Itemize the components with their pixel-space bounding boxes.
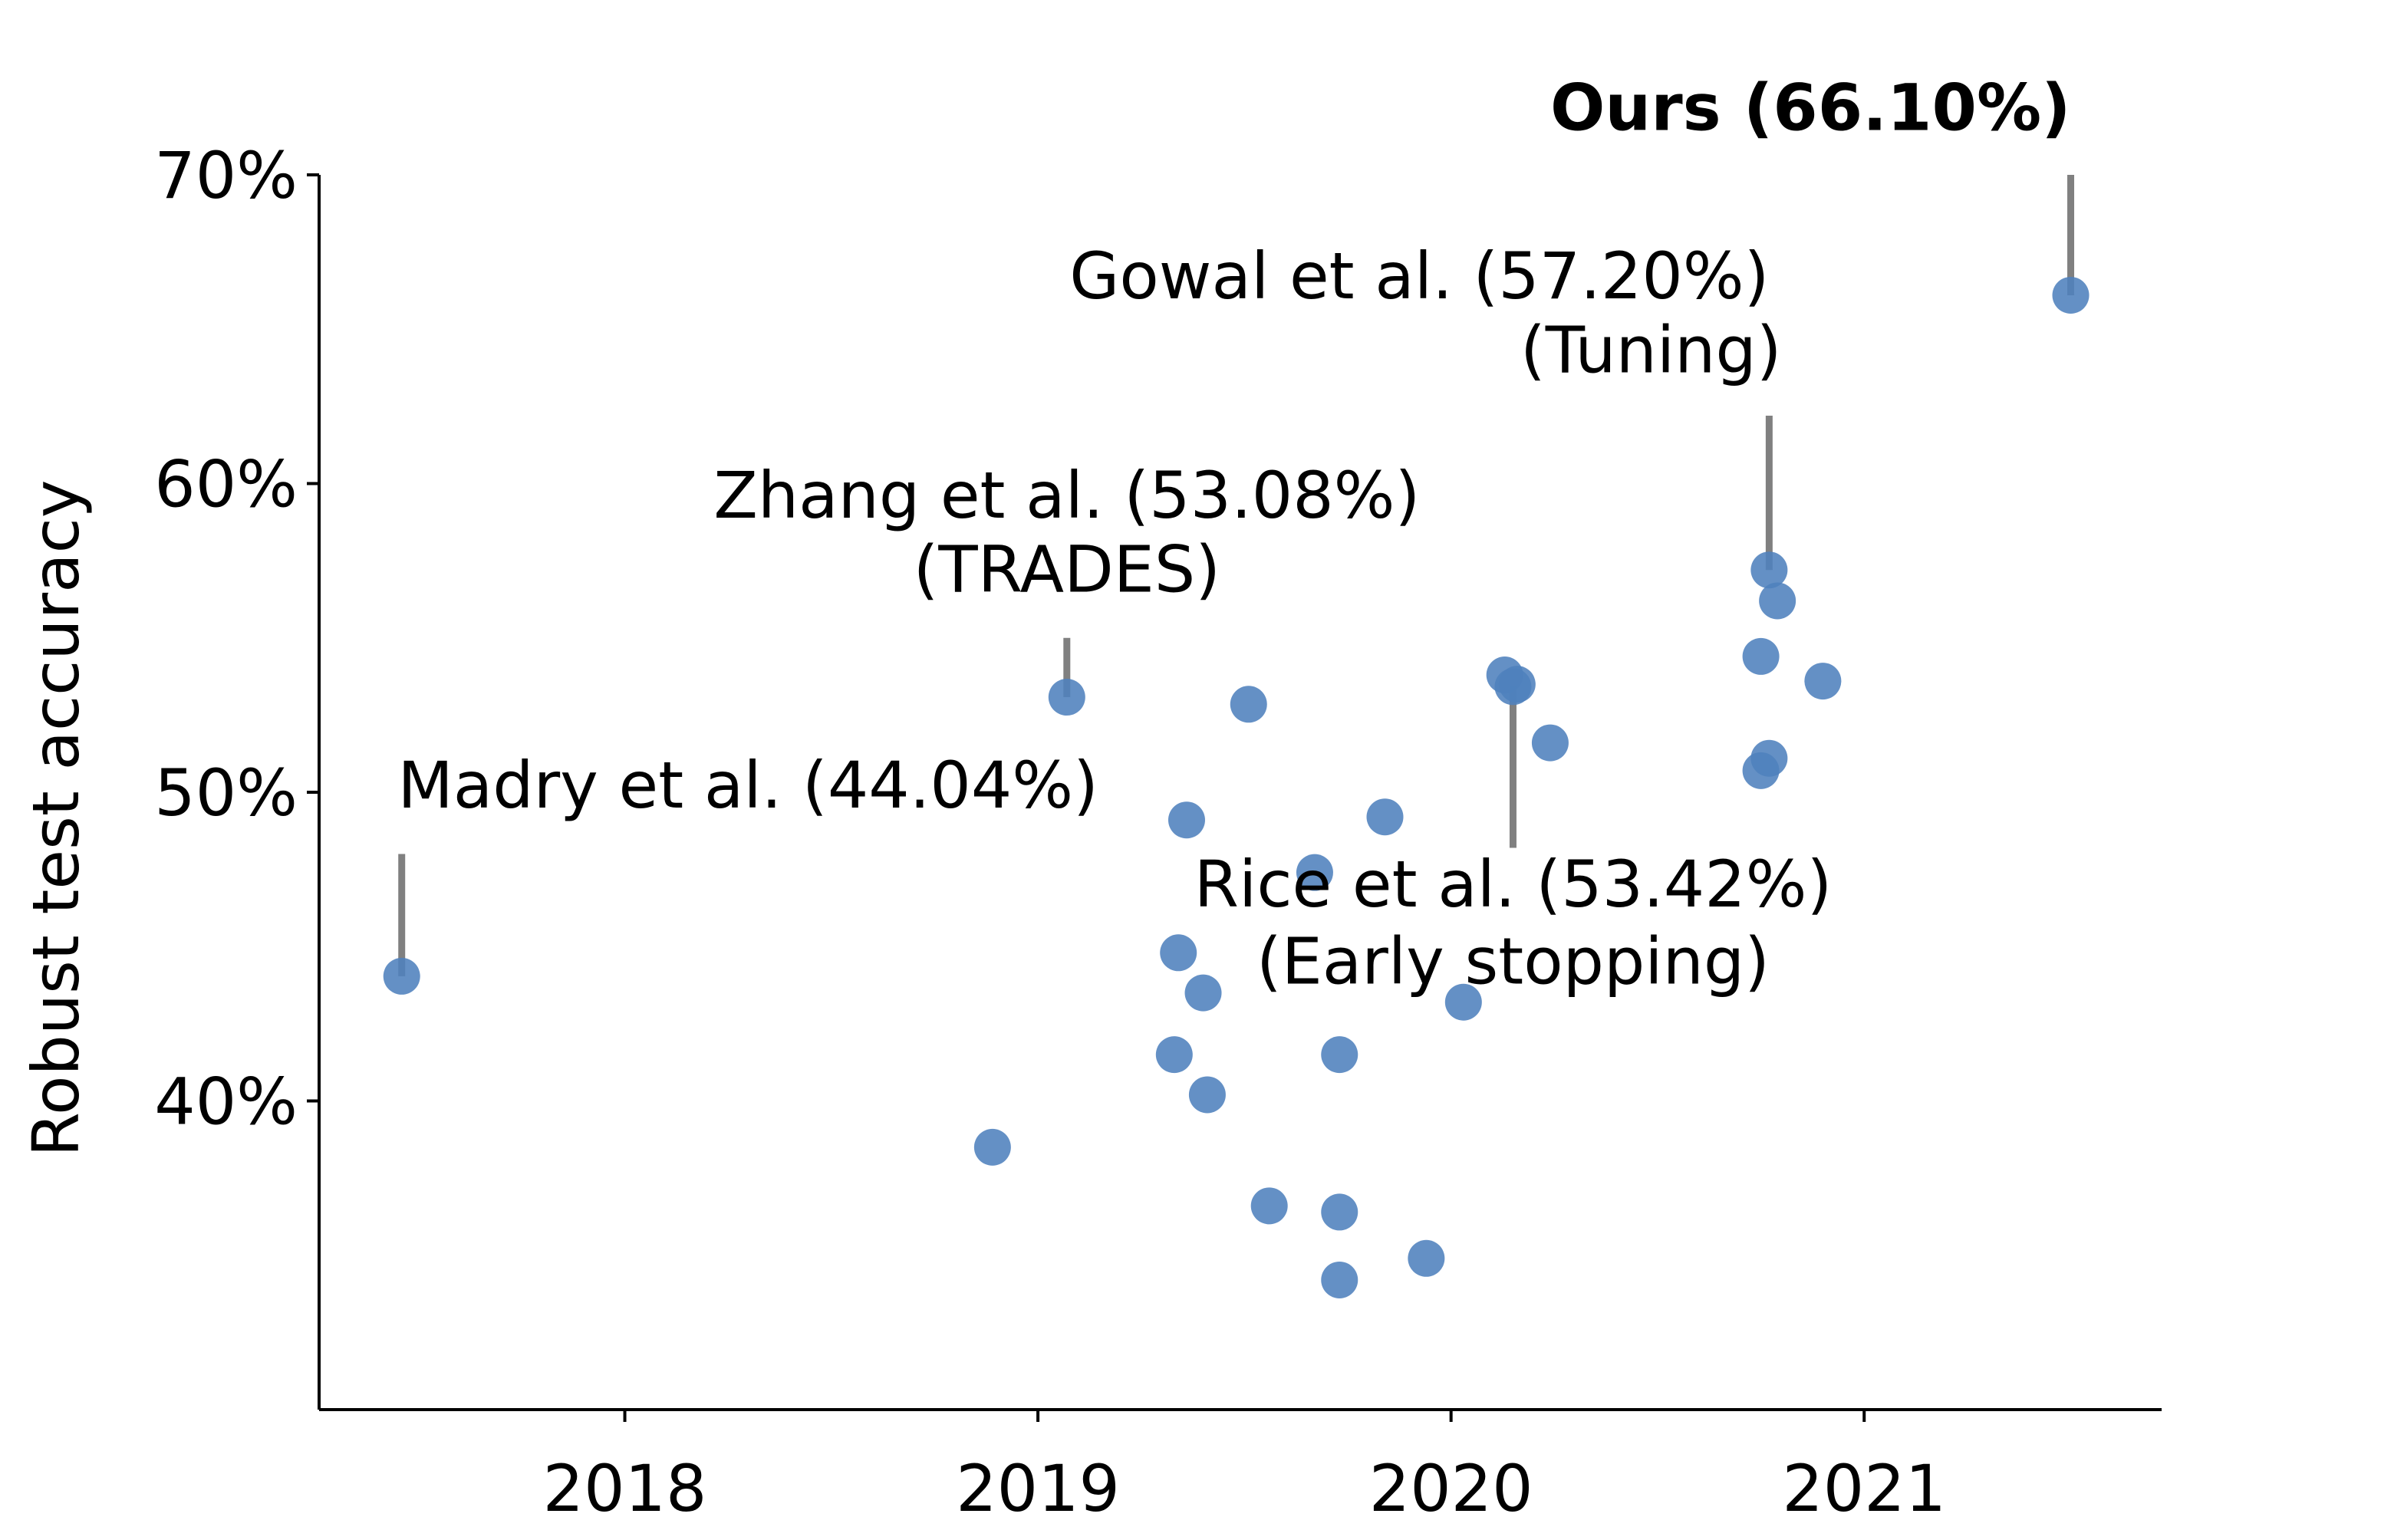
data-point: [1155, 1036, 1193, 1074]
data-point: [973, 1128, 1011, 1166]
data-point: [1167, 801, 1205, 839]
data-point: [1296, 854, 1333, 891]
x-tick-label: 2021: [1782, 1451, 1946, 1526]
y-axis-title: Robust test accuracy: [18, 480, 94, 1157]
data-point: [383, 957, 420, 995]
data-point: [1160, 934, 1197, 972]
data-point: [1321, 1036, 1358, 1074]
x-axis-ticks: 2018 2019 2020 2021: [543, 1410, 1946, 1526]
data-point: [1750, 551, 1788, 589]
annotation-label: Gowal et al. (57.20%): [1069, 239, 1769, 314]
data-point: [1759, 582, 1796, 620]
y-tick-label: 70%: [154, 138, 298, 213]
data-point: [1366, 798, 1404, 836]
data-point: [1531, 724, 1569, 762]
y-tick-label: 50%: [154, 755, 298, 831]
data-point: [1444, 983, 1482, 1021]
y-tick-label: 60%: [154, 447, 298, 522]
annotation-label: Madry et al. (44.04%): [397, 748, 1098, 823]
x-tick-label: 2020: [1369, 1451, 1533, 1526]
data-point: [1188, 1076, 1226, 1114]
annotation-texts: Madry et al. (44.04%) Zhang et al. (53.08…: [397, 71, 2070, 999]
x-tick-label: 2019: [956, 1451, 1120, 1526]
data-point: [1498, 666, 1536, 703]
data-point: [1048, 679, 1085, 716]
annotation-label: Ours (66.10%): [1550, 71, 2071, 146]
data-point: [1408, 1239, 1445, 1277]
data-point: [1321, 1261, 1358, 1298]
axes: 2018 2019 2020 2021 40% 50% 60% 70% Robust tes…: [18, 138, 2162, 1526]
annotation-label: (TRADES): [914, 531, 1220, 607]
data-point: [2052, 276, 2090, 314]
data-point: [1750, 739, 1788, 777]
y-axis-ticks: 40% 50% 60% 70%: [154, 138, 319, 1140]
x-tick-label: 2018: [543, 1451, 707, 1526]
annotation-label: Rice et al. (53.42%): [1194, 847, 1833, 922]
annotation-label: (Tuning): [1520, 313, 1781, 388]
data-point: [1184, 974, 1222, 1012]
data-point: [1742, 637, 1780, 675]
data-point: [1230, 686, 1267, 723]
annotation-label: (Early stopping): [1256, 924, 1770, 999]
y-tick-label: 40%: [154, 1065, 298, 1140]
data-point: [1250, 1187, 1288, 1225]
data-point: [1804, 663, 1842, 700]
annotation-label: Zhang et al. (53.08%): [713, 458, 1420, 533]
data-points: [383, 276, 2090, 1298]
data-point: [1321, 1193, 1358, 1231]
